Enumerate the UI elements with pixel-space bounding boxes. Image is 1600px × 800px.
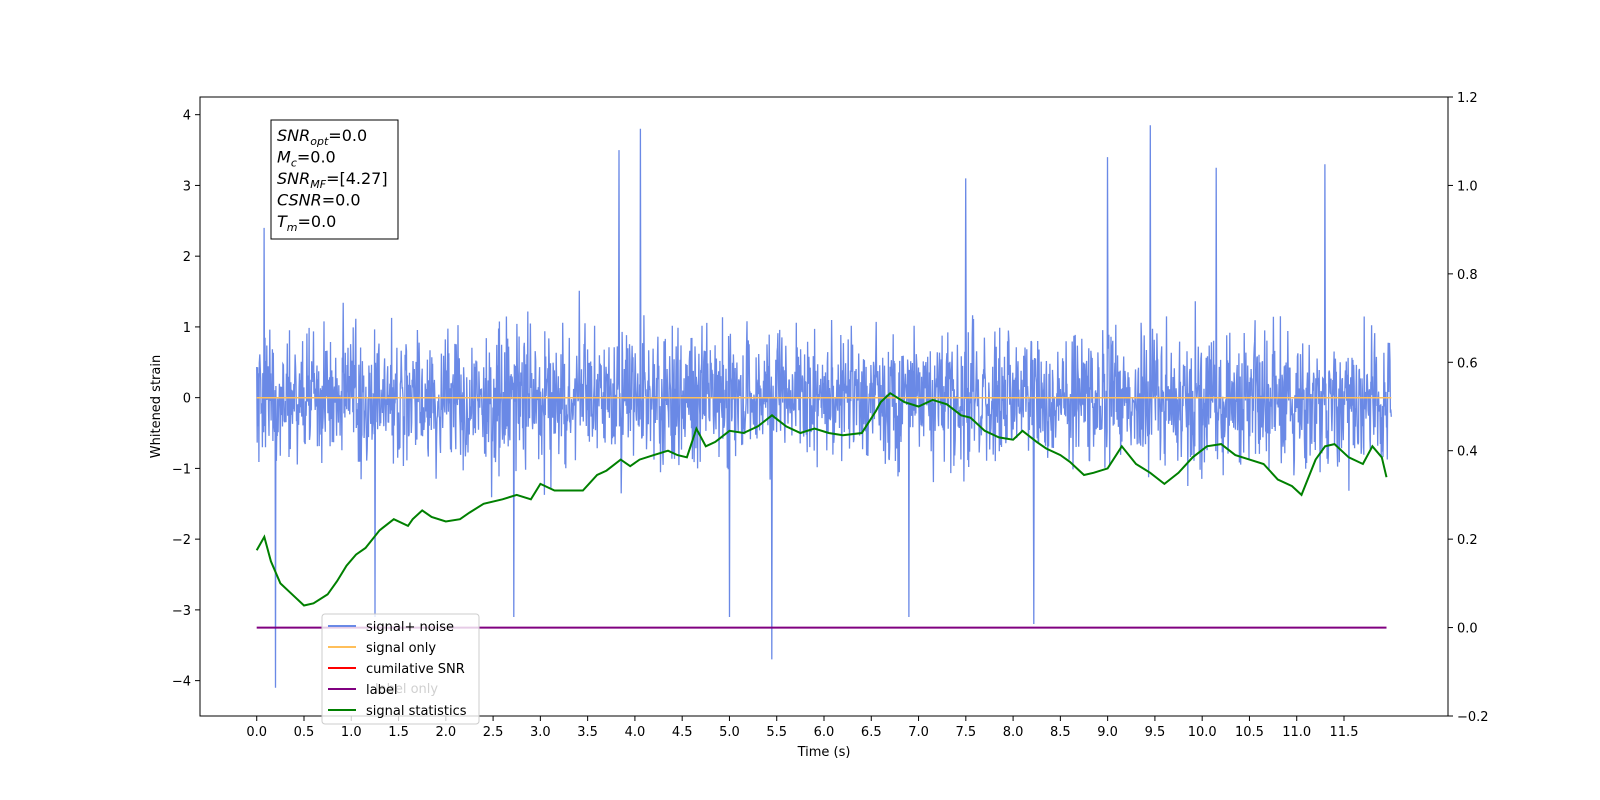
info-line: SNRopt=0.0 — [277, 126, 367, 148]
y-tick-label: 1 — [183, 321, 191, 336]
y2-tick-label: 0.6 — [1457, 356, 1478, 371]
x-tick-label: 5.5 — [766, 725, 787, 740]
x-tick-label: 11.0 — [1282, 725, 1311, 740]
info-line: Mc=0.0 — [277, 148, 336, 170]
y2-tick-label: 0.2 — [1457, 533, 1478, 548]
legend-entry: signal only — [328, 641, 436, 656]
x-tick-label: 11.5 — [1330, 725, 1359, 740]
info-line: CSNR=0.0 — [277, 191, 361, 210]
x-tick-label: 4.0 — [625, 725, 646, 740]
y-tick-label: 2 — [183, 250, 191, 265]
x-tick-label: 2.0 — [435, 725, 456, 740]
signal-statistics-line — [255, 391, 1388, 607]
x-tick-label: 4.5 — [672, 725, 693, 740]
x-tick-label: 8.5 — [1050, 725, 1071, 740]
y-axis-label: Whitened strain — [149, 355, 164, 458]
info-line: Tm=0.0 — [277, 212, 336, 234]
legend: label only signal+ noise signal only cumila… — [321, 613, 480, 725]
x-tick-label: 1.0 — [341, 725, 362, 740]
x-tick-label: 7.0 — [908, 725, 929, 740]
y-tick-label: 3 — [183, 179, 191, 194]
x-tick-label: 8.0 — [1003, 725, 1024, 740]
y2-tick-label: 1.0 — [1457, 179, 1478, 194]
x-axis: 0.0 0.5 1.0 1.5 2.0 2.5 3.0 3.5 4.0 4.5 5.0 5.5 6.0 6… — [246, 716, 1358, 740]
x-tick-label: 10.5 — [1235, 725, 1264, 740]
x-tick-label: 6.5 — [861, 725, 882, 740]
y2-tick-label: 0.8 — [1457, 268, 1478, 283]
x-tick-label: 2.5 — [483, 725, 504, 740]
y2-tick-label: 0.0 — [1457, 622, 1478, 637]
x-axis-label: Time (s) — [797, 745, 851, 760]
legend-label: signal only — [366, 641, 436, 656]
y-tick-label: −2 — [172, 533, 191, 548]
x-tick-label: 9.5 — [1145, 725, 1166, 740]
legend-label: signal statistics — [366, 704, 467, 719]
legend-label: label — [366, 683, 397, 698]
y2-tick-label: 0.4 — [1457, 445, 1478, 460]
y2-tick-label: 1.2 — [1457, 91, 1478, 106]
x-tick-label: 5.0 — [719, 725, 740, 740]
x-tick-label: 9.0 — [1097, 725, 1118, 740]
y-axis-left: 4 3 2 1 0 −1 −2 −3 −4 — [172, 109, 200, 690]
y-tick-label: −3 — [172, 604, 191, 619]
y-tick-label: −4 — [172, 675, 191, 690]
x-tick-label: 3.5 — [577, 725, 598, 740]
signal-noise-line — [256, 125, 1392, 688]
y-axis-right: 1.2 1.0 0.8 0.6 0.4 0.2 0.0 −0.2 — [1448, 91, 1489, 725]
legend-label: cumilative SNR — [366, 662, 465, 677]
legend-entry: label — [328, 683, 397, 698]
x-tick-label: 7.5 — [955, 725, 976, 740]
legend-ghost-text: label only — [375, 682, 438, 697]
y-tick-label: 4 — [183, 109, 191, 124]
legend-entry: signal+ noise — [328, 620, 454, 635]
x-tick-label: 0.5 — [294, 725, 315, 740]
x-tick-label: 3.0 — [530, 725, 551, 740]
info-line: SNRMF=[4.27] — [277, 169, 388, 191]
signal-noise-series — [256, 125, 1392, 688]
legend-entry: signal statistics — [328, 704, 467, 719]
legend-entry: cumilative SNR — [328, 662, 465, 677]
y-tick-label: −1 — [172, 462, 191, 477]
x-tick-label: 0.0 — [246, 725, 267, 740]
x-tick-label: 6.0 — [814, 725, 835, 740]
y2-tick-label: −0.2 — [1457, 710, 1489, 725]
y-tick-label: 0 — [183, 392, 191, 407]
x-tick-label: 1.5 — [388, 725, 409, 740]
x-tick-label: 10.0 — [1188, 725, 1217, 740]
legend-label: signal+ noise — [366, 620, 454, 635]
